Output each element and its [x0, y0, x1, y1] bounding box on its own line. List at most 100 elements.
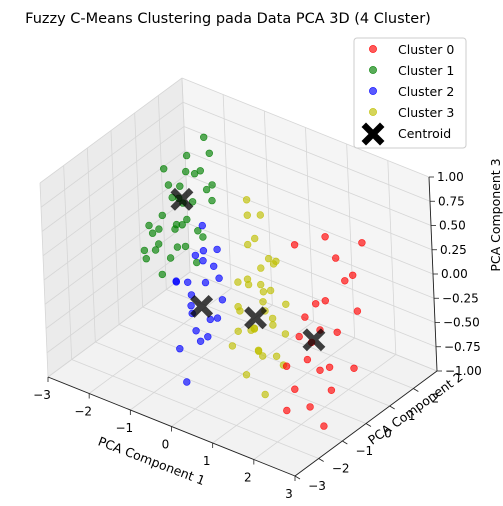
scatter-point-cluster-1: [200, 133, 208, 142]
z-tick-label: 0.25: [440, 243, 467, 257]
grid-line-y-floor: [166, 289, 414, 389]
scatter-points: [140, 133, 366, 430]
scatter-point-cluster-0: [290, 241, 299, 249]
z-tick-label: 0.00: [441, 267, 468, 281]
y-tick-label: 0: [384, 427, 392, 441]
scatter-point-cluster-1: [158, 211, 167, 220]
scatter-point-cluster-2: [187, 302, 195, 310]
scatter-point-cluster-2: [213, 245, 221, 254]
grid-line-z-left: [40, 101, 184, 208]
scatter-point-cluster-1: [176, 182, 184, 190]
scatter-point-cluster-2: [184, 278, 192, 286]
scatter-point-cluster-1: [155, 225, 163, 233]
scatter-point-cluster-1: [145, 221, 153, 230]
scatter-point-cluster-1: [199, 233, 207, 241]
y-tick-mark: [294, 475, 301, 480]
scatter-point-cluster-1: [148, 229, 157, 237]
scatter-point-cluster-1: [155, 240, 163, 248]
scatter-point-cluster-3: [272, 352, 281, 360]
scatter-point-cluster-1: [173, 243, 182, 251]
z-tick-label: 0.50: [439, 219, 466, 233]
scatter-point-cluster-2: [191, 251, 200, 260]
scatter-point-cluster-2: [198, 221, 207, 230]
legend-marker-centroid: [361, 122, 385, 146]
scatter-point-cluster-1: [181, 242, 190, 251]
scatter-point-cluster-3: [247, 326, 255, 334]
scatter-point-cluster-2: [172, 277, 180, 285]
legend-label-cluster-3: Cluster 3: [398, 105, 454, 120]
scatter-point-cluster-3: [244, 240, 252, 249]
scatter-point-cluster-3: [268, 314, 277, 323]
y-tick-label: −2: [332, 462, 350, 476]
legend-label-cluster-0: Cluster 0: [398, 42, 454, 57]
legend-frame: [353, 37, 467, 149]
legend-marker-cluster-2: [369, 87, 377, 95]
grid-line-z-left: [41, 126, 185, 232]
grid-line-y-floor: [118, 324, 367, 424]
scatter-point-cluster-3: [282, 300, 290, 308]
scatter-point-cluster-1: [208, 196, 216, 205]
scatter-point-cluster-1: [182, 151, 191, 160]
legend-label-cluster-2: Cluster 2: [398, 84, 454, 99]
scatter-point-cluster-3: [269, 321, 277, 329]
scatter-point-cluster-1: [188, 198, 197, 206]
centroid-marker: [244, 306, 268, 330]
scatter-point-cluster-3: [266, 286, 275, 295]
scatter-point-cluster-1: [158, 270, 167, 279]
centroid-marker: [190, 294, 214, 318]
scatter-point-cluster-1: [142, 255, 151, 263]
scatter-point-cluster-2: [199, 247, 208, 255]
z-tick-label: −1.00: [445, 364, 482, 378]
scatter-point-cluster-0: [283, 406, 291, 415]
y-tick-mark: [365, 423, 372, 427]
grid-line-z-back: [182, 101, 431, 202]
scatter-point-cluster-3: [264, 254, 273, 263]
legend-label-centroid: Centroid: [398, 126, 451, 141]
scatter-point-cluster-3: [242, 196, 251, 204]
scatter-point-cluster-3: [272, 257, 280, 265]
centroid-markers: [170, 187, 326, 352]
z-tick-label: 0.75: [438, 194, 465, 208]
grid-line-z-back: [186, 198, 435, 299]
grid-line-z-left: [43, 174, 187, 281]
scatter-point-cluster-1: [182, 167, 190, 176]
z-axis-label: PCA Component 3: [488, 158, 503, 271]
y-tick-label: −3: [308, 479, 326, 493]
scatter-point-cluster-3: [234, 303, 242, 311]
scatter-point-cluster-2: [201, 278, 210, 287]
y-tick-mark: [342, 440, 348, 445]
grid-line-y-floor: [71, 359, 319, 459]
scatter-point-cluster-3: [251, 234, 259, 243]
y-tick-label: 2: [431, 392, 439, 406]
scatter-point-cluster-1: [160, 165, 168, 173]
centroid-marker: [170, 187, 194, 211]
scatter-point-cluster-2: [215, 274, 223, 282]
z-tick-label: −0.50: [443, 316, 480, 330]
scatter-point-cluster-3: [234, 327, 242, 335]
centroid-marker: [302, 328, 326, 352]
scatter-point-cluster-0: [306, 403, 314, 411]
scatter-point-cluster-0: [327, 386, 336, 394]
legend-marker-cluster-1: [369, 66, 377, 74]
scatter-point-cluster-3: [228, 342, 237, 350]
scatter-point-cluster-1: [208, 181, 216, 189]
z-tick-label: −0.75: [444, 340, 481, 354]
grid-line-z-back: [188, 247, 437, 348]
grid-line-z-left: [47, 271, 191, 378]
scatter-point-cluster-3: [243, 211, 252, 219]
scatter-point-cluster-2: [183, 378, 191, 386]
scatter-point-cluster-1: [202, 185, 211, 194]
legend-marker-cluster-3: [369, 108, 377, 116]
x-tick-label: 0: [162, 438, 170, 452]
tick-labels: −3 −2 −1 0 1 2 3 −3 −2 −1 0 1 2 −1.00 −0.75 −0.50 −0.25 0…: [33, 170, 482, 501]
scatter-point-cluster-0: [312, 300, 320, 308]
scatter-point-cluster-1: [151, 246, 160, 254]
scatter-point-cluster-2: [199, 257, 207, 265]
y-tick-label: 1: [408, 409, 416, 423]
grid-line-z-left: [45, 223, 189, 329]
scatter-point-cluster-2: [218, 296, 227, 304]
scatter-point-cluster-2: [196, 337, 205, 345]
grid-line-z-left: [39, 77, 183, 184]
scatter-point-cluster-1: [193, 258, 201, 267]
